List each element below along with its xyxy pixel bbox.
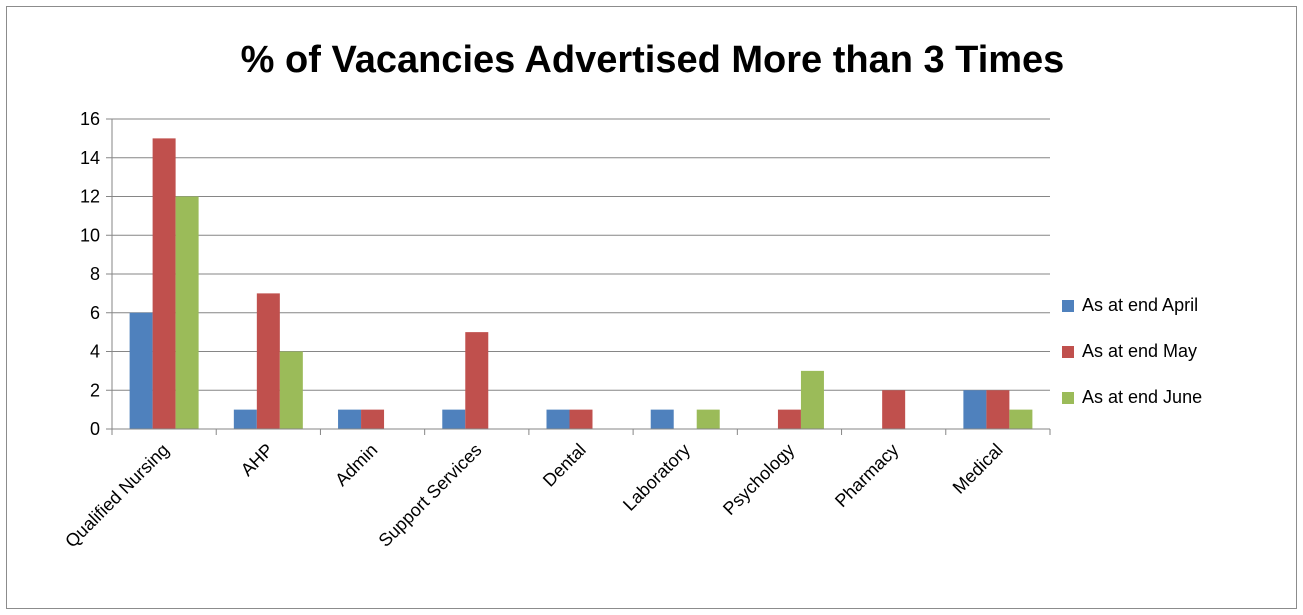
y-tick-label: 2	[90, 380, 100, 400]
x-tick-label: Laboratory	[619, 440, 694, 515]
y-tick-label: 0	[90, 419, 100, 439]
x-tick-label: Qualified Nursing	[61, 440, 173, 552]
bar	[465, 332, 489, 429]
legend-swatch	[1062, 392, 1074, 404]
x-tick-label: Dental	[539, 440, 590, 491]
legend-swatch	[1062, 346, 1074, 358]
bar	[569, 409, 593, 429]
bar	[233, 409, 257, 429]
legend-swatch	[1062, 300, 1074, 312]
x-tick-label: Support Services	[375, 440, 486, 551]
x-tick-label: Admin	[331, 440, 381, 490]
bar	[986, 390, 1010, 429]
bar	[256, 293, 280, 429]
legend-label: As at end June	[1082, 387, 1202, 407]
x-tick-label: Medical	[949, 440, 1007, 498]
y-tick-label: 6	[90, 303, 100, 323]
x-tick-label: Psychology	[719, 440, 798, 519]
y-tick-label: 16	[80, 109, 100, 129]
y-tick-label: 10	[80, 225, 100, 245]
bar	[175, 196, 199, 429]
chart-title: % of Vacancies Advertised More than 3 Ti…	[240, 39, 1065, 81]
legend-label: As at end May	[1082, 341, 1197, 361]
x-tick-label: AHP	[237, 440, 277, 480]
bar	[882, 390, 906, 429]
y-tick-label: 12	[80, 187, 100, 207]
bar	[152, 138, 176, 429]
legend-label: As at end April	[1082, 295, 1198, 315]
y-tick-label: 8	[90, 264, 100, 284]
bar	[546, 409, 570, 429]
x-tick-label: Pharmacy	[831, 440, 902, 511]
bar	[338, 409, 362, 429]
bar	[650, 409, 674, 429]
bar	[1009, 409, 1033, 429]
bar	[800, 370, 824, 429]
y-tick-label: 4	[90, 342, 100, 362]
bar	[963, 390, 987, 429]
bar	[279, 351, 303, 429]
bar	[361, 409, 385, 429]
y-tick-label: 14	[80, 148, 100, 168]
bar	[442, 409, 466, 429]
bar	[696, 409, 720, 429]
bar	[777, 409, 801, 429]
chart-area: % of Vacancies Advertised More than 3 Ti…	[6, 6, 1297, 609]
bar	[129, 312, 153, 429]
